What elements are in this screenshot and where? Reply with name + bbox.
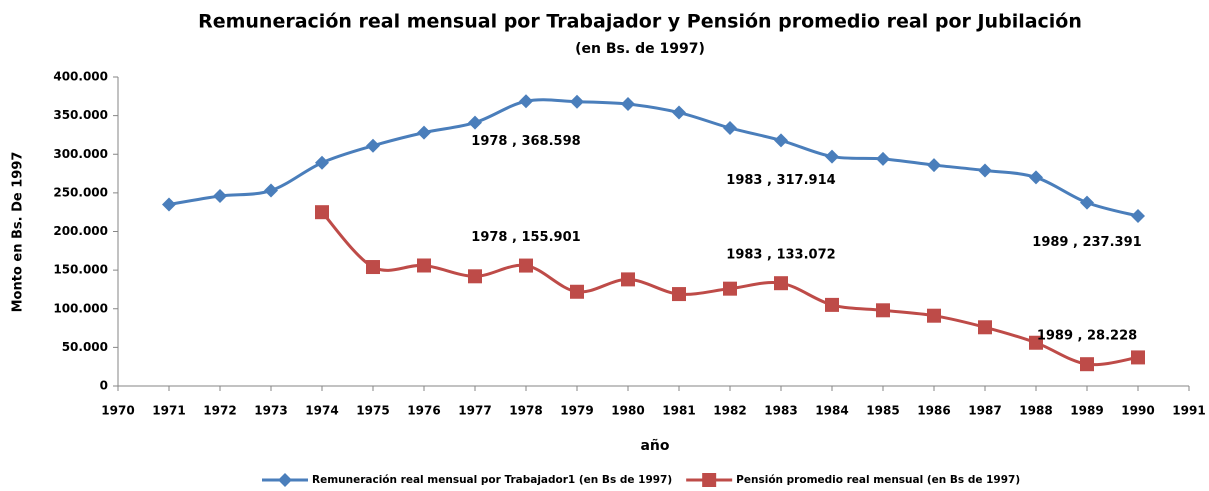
x-tick-label: 1975 [356, 404, 389, 418]
chart-title: Remuneración real mensual por Trabajador… [198, 11, 1082, 33]
x-tick-label: 1981 [662, 404, 695, 418]
data-point [264, 183, 278, 198]
data-point [366, 138, 380, 153]
y-tick-label: 250.000 [53, 185, 108, 199]
y-tick-label: 0 [100, 379, 108, 393]
y-tick-label: 200.000 [53, 224, 108, 238]
x-tick-label: 1979 [560, 404, 593, 418]
x-tick-label: 1984 [815, 404, 848, 418]
data-point [1131, 350, 1145, 365]
data-point [1029, 335, 1043, 350]
data-label: 1983 , 317.914 [726, 173, 835, 188]
x-tick-label: 1970 [101, 404, 134, 418]
chart-subtitle: (en Bs. de 1997) [575, 41, 705, 57]
x-tick-label: 1982 [713, 404, 746, 418]
y-axis-title: Monto en Bs. De 1997 [11, 152, 26, 313]
x-axis-title: año [640, 438, 669, 454]
data-label: 1983 , 133.072 [726, 248, 835, 263]
y-tick-label: 150.000 [53, 263, 108, 277]
x-tick-label: 1988 [1019, 404, 1052, 418]
x-tick-label: 1976 [407, 404, 440, 418]
y-tick-label: 300.000 [53, 147, 108, 161]
data-point [417, 125, 431, 140]
data-point [519, 94, 533, 109]
data-point [774, 276, 788, 291]
x-tick-label: 1972 [203, 404, 236, 418]
data-point [1080, 195, 1094, 210]
legend-marker [702, 473, 717, 487]
data-point [213, 188, 227, 203]
data-point [876, 303, 890, 318]
data-point [723, 120, 737, 135]
data-point [672, 105, 686, 120]
data-point [621, 272, 635, 287]
data-point [978, 163, 992, 178]
y-tick-label: 100.000 [53, 301, 108, 315]
x-tick-label: 1973 [254, 404, 287, 418]
data-point [825, 149, 839, 164]
legend-label: Pensión promedio real mensual (en Bs de … [736, 474, 1020, 486]
x-tick-label: 1986 [917, 404, 950, 418]
y-tick-label: 50.000 [62, 340, 108, 354]
x-tick-label: 1974 [305, 404, 338, 418]
data-label: 1989 , 28.228 [1037, 329, 1137, 344]
data-point [978, 320, 992, 335]
x-tick-label: 1977 [458, 404, 491, 418]
data-point [1131, 209, 1145, 224]
y-tick-label: 400.000 [53, 70, 108, 84]
x-tick-label: 1980 [611, 404, 644, 418]
x-tick-label: 1971 [152, 404, 185, 418]
data-point [621, 97, 635, 112]
data-point [927, 158, 941, 173]
legend-label: Remuneración real mensual por Trabajador… [312, 474, 672, 486]
data-point [672, 287, 686, 302]
data-point [162, 197, 176, 212]
x-tick-label: 1989 [1070, 404, 1103, 418]
data-point [876, 151, 890, 166]
data-label: 1978 , 368.598 [471, 134, 580, 149]
data-label: 1989 , 237.391 [1032, 235, 1141, 250]
series-line [168, 98, 1139, 218]
data-point [315, 205, 329, 220]
y-tick-label: 350.000 [53, 108, 108, 122]
data-point [927, 308, 941, 323]
data-point [1029, 170, 1043, 185]
x-tick-label: 1991 [1172, 404, 1205, 418]
x-tick-label: 1987 [968, 404, 1001, 418]
data-point [366, 260, 380, 275]
data-point [468, 115, 482, 130]
x-tick-label: 1990 [1121, 404, 1154, 418]
data-label: 1978 , 155.901 [471, 230, 580, 245]
data-point [519, 258, 533, 273]
x-tick-label: 1978 [509, 404, 542, 418]
data-point [570, 94, 584, 109]
data-point [774, 133, 788, 148]
data-point [1080, 357, 1094, 372]
data-point [468, 269, 482, 284]
data-point [825, 297, 839, 312]
x-tick-label: 1983 [764, 404, 797, 418]
data-point [723, 281, 737, 296]
x-tick-label: 1985 [866, 404, 899, 418]
legend-marker [278, 473, 292, 487]
data-point [417, 258, 431, 273]
data-point [315, 155, 329, 170]
data-point [570, 284, 584, 299]
